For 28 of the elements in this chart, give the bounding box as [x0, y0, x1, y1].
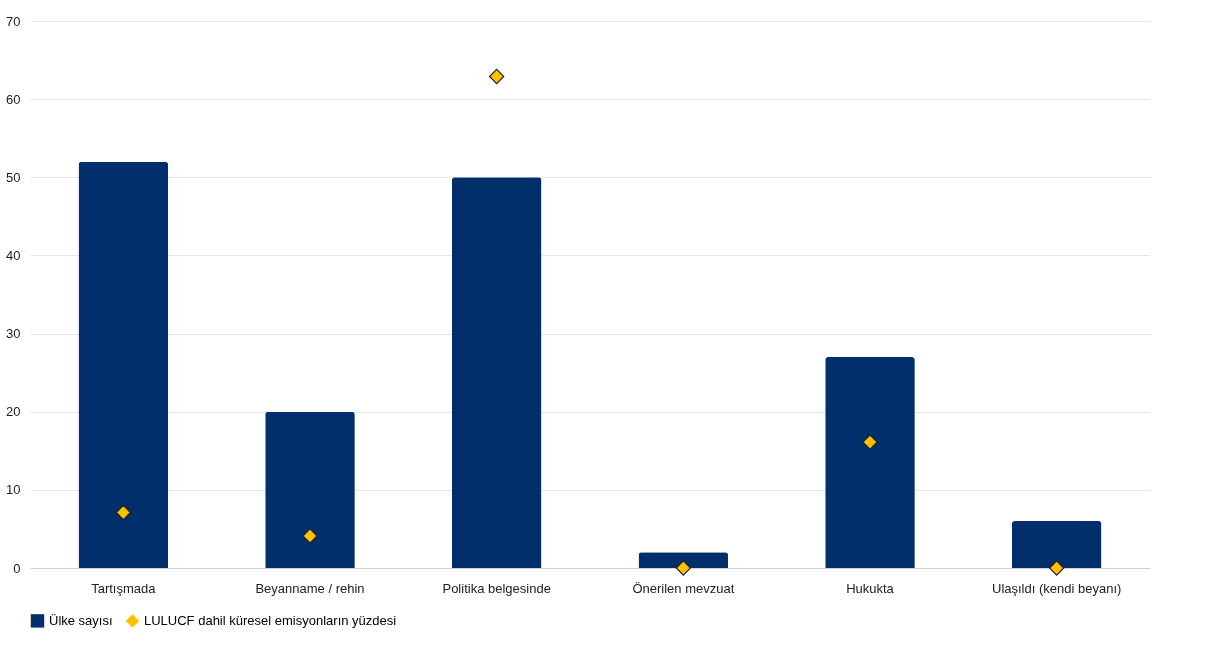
bar [1011, 521, 1102, 568]
x-tick-label: Politika belgesinde [442, 580, 551, 596]
bar [638, 552, 729, 568]
y-tick-label: 30 [6, 326, 21, 342]
y-tick-label: 40 [6, 247, 21, 263]
bar [825, 357, 915, 568]
y-tick-label: 20 [6, 404, 21, 420]
bar [78, 161, 169, 568]
y-tick-label: 60 [6, 91, 21, 107]
point [302, 528, 318, 544]
bar [265, 411, 355, 568]
point [862, 434, 878, 450]
point [675, 560, 691, 576]
point [1049, 560, 1065, 576]
bar [451, 177, 542, 568]
x-tick-label: Beyanname / rehin [255, 580, 365, 596]
y-tick-label: 0 [13, 560, 21, 576]
point [489, 68, 505, 85]
x-tick-label: Ulaşıldı (kendi beyanı) [991, 580, 1122, 596]
x-tick-label: Tartışmada [91, 580, 157, 596]
y-tick-label: 10 [6, 482, 21, 498]
legend-label: Ülke sayısı [49, 612, 113, 628]
point [115, 504, 131, 521]
y-tick-label: 70 [6, 13, 21, 29]
y-tick-label: 50 [6, 169, 21, 185]
legend-label: LULUCF dahil küresel emisyonların yüzdesi [144, 612, 397, 628]
x-tick-label: Önerilen mevzuat [632, 580, 735, 596]
x-tick-label: Hukukta [846, 580, 895, 596]
